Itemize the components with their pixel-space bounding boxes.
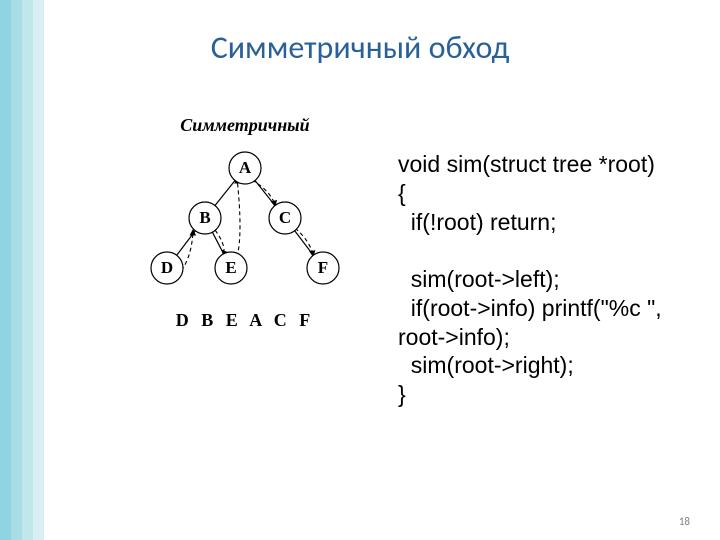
stripe-svg (0, 0, 44, 540)
left-stripe (0, 0, 44, 540)
tree-node-label: E (225, 258, 236, 277)
slide-title: Симметричный обход (0, 28, 720, 67)
tree-edge (215, 180, 235, 205)
diagram-title: Симметричный (130, 115, 360, 136)
traversal-arrow (237, 178, 240, 257)
tree-edge (295, 231, 314, 256)
tree-node-label: B (199, 208, 210, 227)
tree-node-label: C (279, 208, 291, 227)
tree-node-label: A (239, 158, 252, 177)
traversal-order: D B E A C F (130, 310, 360, 331)
tree-svg: A B C D E F (137, 142, 353, 298)
tree-diagram: Симметричный A B C D E F D B E A C F (130, 115, 360, 331)
page-number: 18 (679, 515, 690, 528)
code-block: void sim(struct tree *root) { if(!root) … (398, 150, 678, 409)
tree-node-label: D (161, 258, 173, 277)
tree-node-label: F (318, 258, 328, 277)
